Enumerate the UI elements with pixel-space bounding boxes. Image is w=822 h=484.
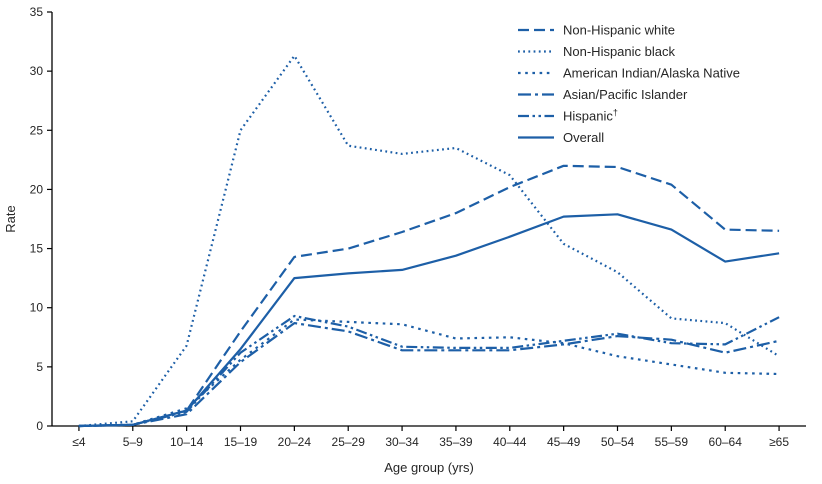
legend-label: Asian/Pacific Islander	[563, 87, 688, 102]
y-tick-label: 15	[30, 242, 44, 256]
axes	[51, 12, 806, 427]
legend: Non-Hispanic white Non-Hispanic black Amer…	[518, 23, 740, 145]
y-tick-label: 30	[30, 64, 44, 78]
x-tick-label: 35–39	[439, 435, 473, 449]
y-tick-label: 35	[30, 5, 44, 19]
x-tick-label: 5–9	[123, 435, 143, 449]
x-tick-label: 15–19	[224, 435, 258, 449]
y-tick-label: 25	[30, 123, 44, 137]
legend-label: Non-Hispanic black	[563, 44, 675, 59]
legend-item-asian-pacific-islander: Asian/Pacific Islander	[518, 87, 688, 102]
legend-label: Hispanic†	[563, 108, 618, 124]
series-line-non-hispanic-white	[78, 164, 780, 428]
legend-item-hispanic: Hispanic†	[518, 108, 618, 124]
legend-item-non-hispanic-black: Non-Hispanic black	[518, 44, 675, 59]
series-lines	[78, 54, 780, 428]
x-tick-label: 20–24	[278, 435, 312, 449]
series-line-non-hispanic-black	[78, 54, 780, 428]
y-axis-title: Rate	[3, 205, 18, 232]
x-tick-label: 40–44	[493, 435, 527, 449]
y-tick-label: 0	[36, 419, 43, 433]
series-line-asian-pacific-islander	[78, 322, 780, 428]
y-tick-label: 10	[30, 301, 44, 315]
x-tick-label: ≤4	[72, 435, 86, 449]
x-tick-label: ≥65	[769, 435, 789, 449]
x-tick-label: 60–64	[709, 435, 743, 449]
x-tick-label: 10–14	[170, 435, 204, 449]
x-axis-ticks: ≤4 5–9 10–14 15–19 20–24 25–29 30–34 35–39 40–44…	[72, 426, 789, 449]
series-line-overall	[78, 213, 780, 428]
y-tick-label: 5	[36, 360, 43, 374]
x-tick-label: 55–59	[655, 435, 689, 449]
legend-label: Overall	[563, 130, 604, 145]
x-tick-label: 30–34	[385, 435, 419, 449]
x-tick-label: 50–54	[601, 435, 635, 449]
x-tick-label: 45–49	[547, 435, 581, 449]
series-line-american-indian-alaska-native	[78, 318, 780, 428]
series-line-hispanic	[78, 314, 780, 428]
x-axis-title: Age group (yrs)	[384, 460, 474, 475]
legend-item-overall: Overall	[518, 130, 604, 145]
y-tick-label: 20	[30, 182, 44, 196]
legend-item-american-indian-alaska-native: American Indian/Alaska Native	[518, 66, 740, 81]
legend-label: Non-Hispanic white	[563, 23, 675, 38]
legend-item-non-hispanic-white: Non-Hispanic white	[518, 23, 675, 38]
x-tick-label: 25–29	[332, 435, 366, 449]
legend-label: American Indian/Alaska Native	[563, 66, 740, 81]
y-axis-ticks: 0 5 10 15 20 25 30 35	[30, 5, 52, 433]
